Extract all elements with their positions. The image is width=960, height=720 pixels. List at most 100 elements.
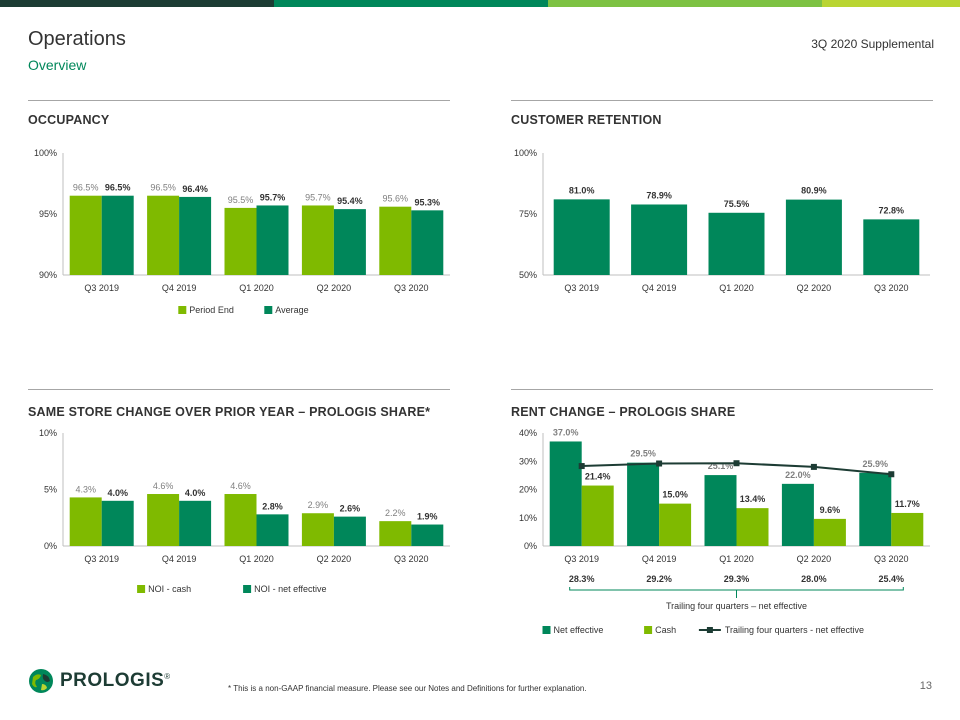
bar — [581, 485, 614, 546]
bar — [411, 210, 444, 275]
data-label: 37.0% — [553, 427, 579, 437]
bar — [813, 518, 846, 546]
data-label: 96.5% — [73, 183, 99, 193]
trailing-value-label: 28.3% — [569, 574, 595, 584]
top-bar-segment-1 — [0, 0, 274, 7]
data-label: 72.8% — [879, 205, 905, 215]
x-tick-label: Q2 2020 — [317, 554, 352, 564]
data-label: 21.4% — [585, 472, 611, 482]
y-tick-label: 50% — [519, 270, 537, 280]
x-tick-label: Q3 2020 — [394, 283, 429, 293]
legend-swatch — [542, 626, 551, 634]
data-label: 95.7% — [305, 192, 331, 202]
x-tick-label: Q3 2020 — [394, 554, 429, 564]
footnote: * This is a non-GAAP financial measure. … — [228, 684, 587, 693]
data-label: 4.0% — [107, 488, 128, 498]
registered-mark: ® — [164, 672, 171, 681]
bar — [863, 219, 920, 275]
x-tick-label: Q4 2019 — [642, 554, 677, 564]
bar — [736, 508, 769, 546]
page-number: 13 — [919, 680, 932, 692]
data-label: 25.1% — [708, 461, 734, 471]
bar — [659, 503, 692, 546]
bracket-label: Trailing four quarters – net effective — [666, 601, 807, 611]
data-label: 2.8% — [262, 501, 283, 511]
y-tick-label: 75% — [519, 209, 537, 219]
trailing-value-label: 25.4% — [879, 574, 905, 584]
bar — [631, 204, 688, 275]
x-tick-label: Q2 2020 — [317, 283, 352, 293]
bar — [379, 206, 412, 275]
bar — [147, 195, 180, 275]
data-label: 2.2% — [385, 508, 406, 518]
prologis-globe-icon — [29, 669, 53, 693]
supplemental-label: 3Q 2020 Supplemental — [811, 37, 934, 51]
data-label: 80.9% — [801, 186, 827, 196]
data-label: 96.5% — [105, 183, 131, 193]
x-tick-label: Q4 2019 — [642, 283, 677, 293]
y-tick-label: 5% — [44, 485, 57, 495]
bar — [69, 195, 102, 275]
x-tick-label: Q3 2019 — [84, 283, 119, 293]
bar — [224, 207, 257, 275]
legend-label: Average — [275, 305, 308, 315]
data-label: 78.9% — [646, 190, 672, 200]
bar — [69, 497, 102, 546]
legend-label: NOI - cash — [148, 584, 191, 594]
x-tick-label: Q3 2020 — [874, 554, 909, 564]
section-rule-rent-change — [511, 389, 933, 390]
legend-marker — [706, 627, 713, 633]
legend-label: Trailing four quarters - net effective — [725, 625, 864, 635]
data-label: 25.9% — [863, 459, 889, 469]
x-tick-label: Q4 2019 — [162, 283, 197, 293]
bar — [411, 524, 444, 546]
data-label: 29.5% — [630, 449, 656, 459]
bar — [179, 196, 212, 275]
section-rule-retention — [511, 100, 933, 101]
line-marker — [656, 460, 663, 467]
bar — [333, 209, 366, 275]
bar — [859, 472, 892, 546]
bar — [553, 199, 610, 275]
chart-title-occupancy: OCCUPANCY — [28, 113, 110, 127]
bar — [781, 483, 814, 546]
y-tick-label: 0% — [44, 541, 57, 551]
prologis-wordmark: PROLOGIS — [60, 670, 165, 691]
bar — [101, 500, 134, 546]
y-tick-label: 30% — [519, 456, 537, 466]
y-tick-label: 0% — [524, 541, 537, 551]
trailing-value-label: 29.3% — [724, 574, 750, 584]
page-title: Operations — [28, 28, 126, 50]
data-label: 9.6% — [820, 505, 841, 515]
x-tick-label: Q1 2020 — [719, 554, 754, 564]
bar — [147, 494, 180, 546]
data-label: 2.9% — [308, 500, 329, 510]
line-marker — [733, 460, 740, 467]
bar — [301, 205, 334, 275]
legend-label: NOI - net effective — [254, 584, 326, 594]
x-tick-label: Q4 2019 — [162, 554, 197, 564]
data-label: 95.6% — [383, 194, 409, 204]
data-label: 4.6% — [230, 481, 251, 491]
trailing-value-label: 29.2% — [646, 574, 672, 584]
chart-title-rent-change: RENT CHANGE – PROLOGIS SHARE — [511, 405, 736, 419]
data-label: 4.3% — [75, 484, 96, 494]
y-tick-label: 100% — [514, 148, 537, 158]
legend-label: Net effective — [554, 625, 604, 635]
bar — [179, 500, 212, 546]
page-subtitle: Overview — [28, 57, 87, 73]
data-label: 15.0% — [662, 490, 688, 500]
data-label: 81.0% — [569, 185, 595, 195]
data-label: 75.5% — [724, 199, 750, 209]
occupancy-chart: 90% 95% 100% Q3 2019 96.5% 96.5% Q4 2019 96.5% 9… — [34, 148, 450, 315]
prologis-logo: PROLOGIS ® — [28, 668, 170, 694]
legend-swatch — [178, 306, 187, 314]
bar — [301, 513, 334, 546]
section-rule-same-store — [28, 389, 450, 390]
legend-label: Period End — [189, 305, 234, 315]
bar — [224, 494, 257, 546]
legend-swatch — [644, 626, 653, 634]
x-tick-label: Q3 2019 — [564, 283, 599, 293]
y-tick-label: 20% — [519, 485, 537, 495]
bar — [785, 199, 842, 275]
